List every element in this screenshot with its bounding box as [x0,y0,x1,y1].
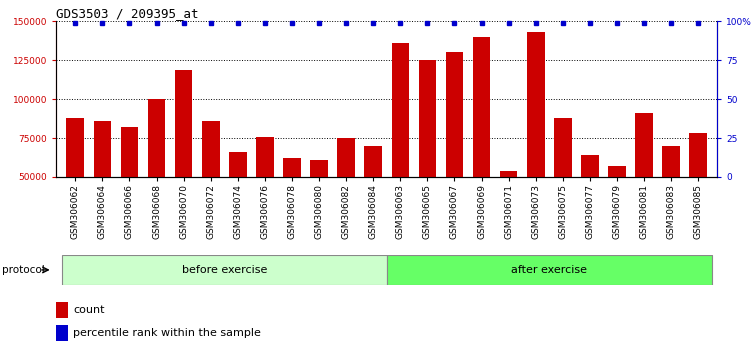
Bar [391,43,409,255]
FancyBboxPatch shape [387,255,712,285]
Bar [527,32,544,255]
Bar [689,133,707,255]
Text: before exercise: before exercise [182,265,267,275]
Text: after exercise: after exercise [511,265,587,275]
Text: count: count [74,305,105,315]
Bar [608,166,626,255]
FancyBboxPatch shape [62,255,387,285]
Bar [56,325,68,341]
Bar [310,160,328,255]
Bar [500,171,517,255]
Text: protocol: protocol [2,265,45,275]
Bar [554,118,572,255]
Bar [445,52,463,255]
Bar [56,302,68,318]
Bar [418,60,436,255]
Bar [121,127,138,255]
Bar [175,69,192,255]
Bar [473,37,490,255]
Bar [256,137,273,255]
Bar [148,99,165,255]
Bar [67,118,84,255]
Bar [202,121,219,255]
Bar [94,121,111,255]
Text: percentile rank within the sample: percentile rank within the sample [74,328,261,338]
Bar [283,158,300,255]
Bar [364,146,382,255]
Text: GDS3503 / 209395_at: GDS3503 / 209395_at [56,7,199,20]
Bar [229,152,246,255]
Bar [662,146,680,255]
Bar [635,113,653,255]
Bar [337,138,355,255]
Bar [581,155,599,255]
